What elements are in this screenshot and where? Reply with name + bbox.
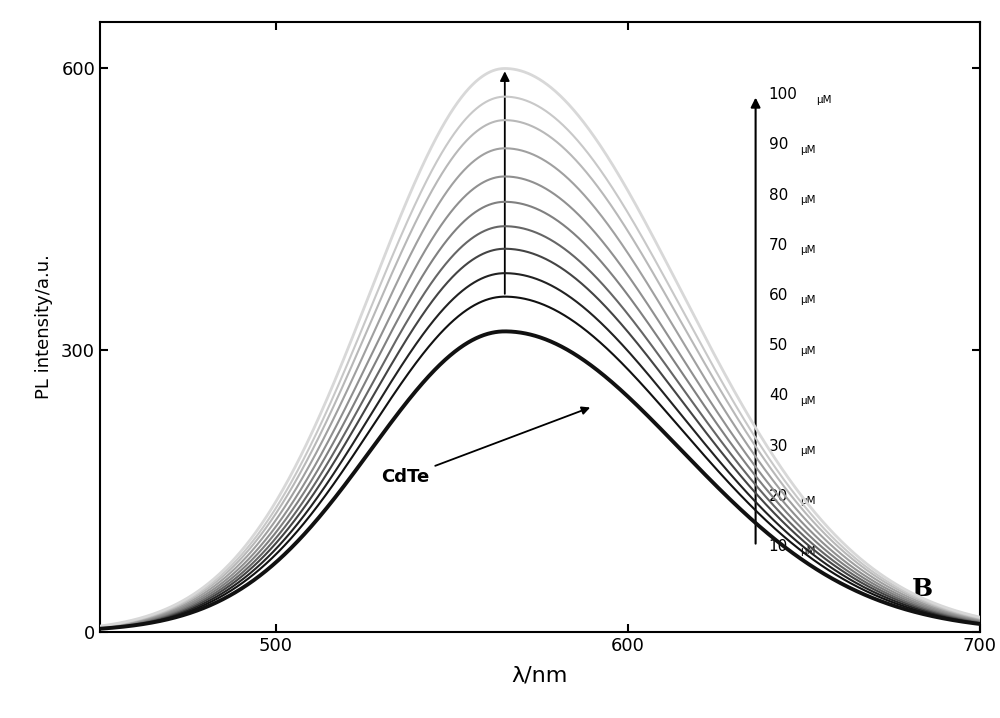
Text: 80: 80	[769, 187, 788, 202]
Text: μM: μM	[800, 546, 816, 556]
Y-axis label: PL intensity/a.u.: PL intensity/a.u.	[35, 254, 53, 399]
Text: 90: 90	[769, 137, 788, 152]
Text: B: B	[912, 577, 933, 601]
Text: μM: μM	[800, 145, 816, 155]
Text: 50: 50	[769, 338, 788, 353]
Text: μM: μM	[800, 496, 816, 506]
X-axis label: λ/nm: λ/nm	[512, 666, 568, 686]
Text: μM: μM	[800, 345, 816, 355]
Text: 20: 20	[769, 489, 788, 504]
Text: μM: μM	[800, 396, 816, 406]
Text: 60: 60	[769, 288, 788, 303]
Text: 100: 100	[769, 88, 798, 102]
Text: μM: μM	[816, 95, 832, 105]
Text: μM: μM	[800, 195, 816, 205]
Text: 40: 40	[769, 388, 788, 404]
Text: 10: 10	[769, 539, 788, 554]
Text: μM: μM	[800, 446, 816, 456]
Text: CdTe: CdTe	[382, 407, 588, 486]
Text: μM: μM	[800, 295, 816, 305]
Text: μM: μM	[800, 246, 816, 255]
Text: 70: 70	[769, 238, 788, 253]
Text: 30: 30	[769, 439, 788, 454]
